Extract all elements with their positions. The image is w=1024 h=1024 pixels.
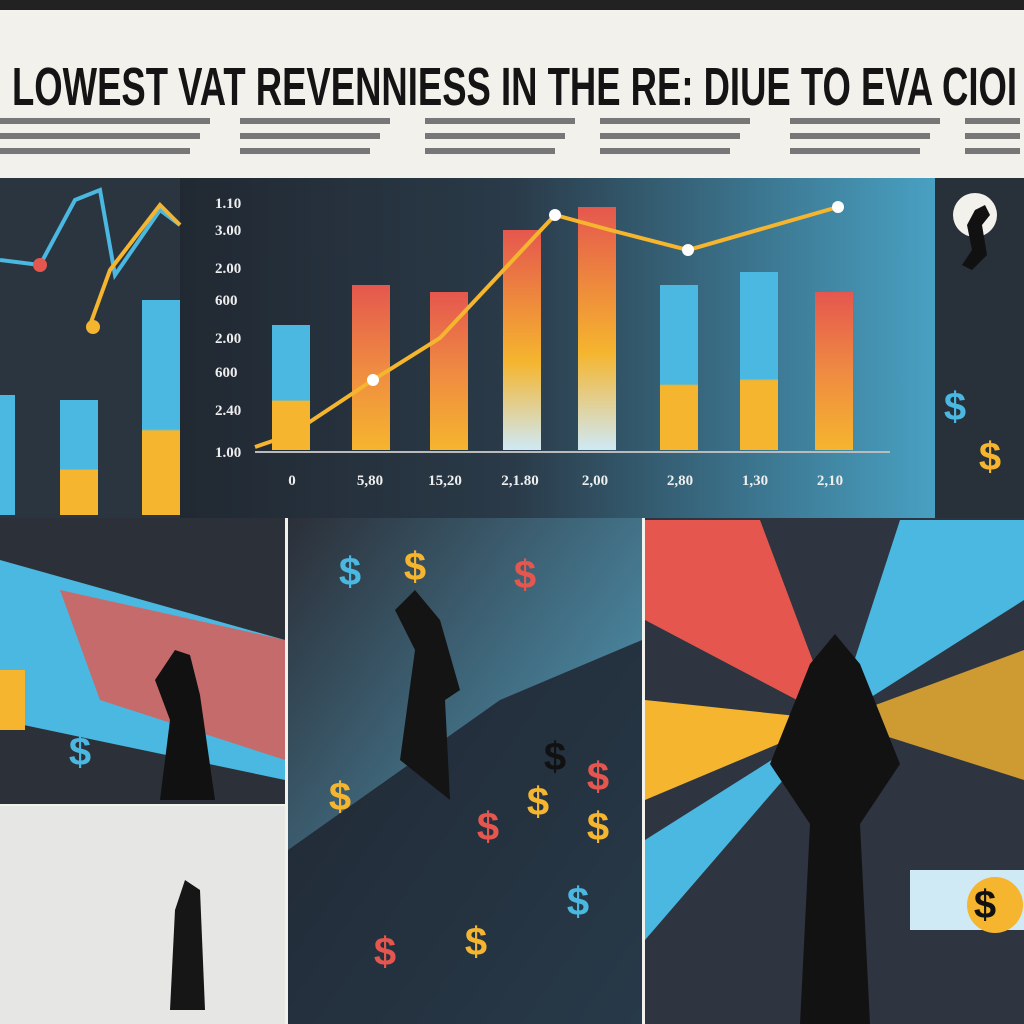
dollar-icon: $ bbox=[477, 805, 499, 849]
text-line bbox=[240, 148, 370, 154]
text-line bbox=[240, 133, 380, 139]
x-label: 1,30 bbox=[742, 473, 768, 489]
dollar-icon: $ bbox=[979, 435, 1001, 479]
text-line bbox=[600, 133, 740, 139]
points bbox=[367, 201, 844, 386]
trend-line bbox=[254, 205, 839, 449]
bar bbox=[272, 325, 310, 450]
y-label: 2.40 bbox=[215, 403, 241, 419]
side-bar bbox=[142, 300, 180, 515]
x-label: 2,10 bbox=[817, 473, 843, 489]
y-label: 600 bbox=[215, 293, 238, 309]
x-label: 5,80 bbox=[357, 473, 383, 489]
text-line bbox=[60, 118, 210, 124]
dollar-icon: $ bbox=[527, 780, 549, 824]
side-line bbox=[88, 201, 182, 326]
text-line bbox=[240, 118, 390, 124]
ray bbox=[835, 650, 1024, 780]
text-line bbox=[790, 133, 930, 139]
dot bbox=[86, 320, 100, 334]
bar bbox=[815, 292, 853, 450]
bar bbox=[430, 292, 468, 450]
dollar-icon: $ bbox=[544, 735, 566, 779]
bar bbox=[660, 285, 698, 450]
x-label: 2,00 bbox=[582, 473, 608, 489]
text-line bbox=[600, 118, 750, 124]
bars bbox=[272, 207, 853, 450]
panel-2 bbox=[0, 806, 285, 1024]
text-line bbox=[425, 148, 555, 154]
bar bbox=[578, 207, 616, 450]
dot bbox=[33, 258, 47, 272]
silhouette bbox=[770, 634, 900, 1024]
text-line bbox=[965, 148, 1020, 154]
side-bar bbox=[60, 400, 98, 515]
dollar-icon: $ bbox=[514, 553, 536, 597]
headline: LOWEST VAT REVENNIESS IN THE RE: DIUE TO… bbox=[12, 57, 1017, 117]
shadow bbox=[288, 640, 642, 1024]
bar bbox=[352, 285, 390, 450]
dollar-icon: $ bbox=[587, 755, 609, 799]
ray bbox=[835, 520, 1024, 720]
dollar-icon: $ bbox=[567, 880, 589, 924]
dollar-icon: $ bbox=[374, 930, 396, 974]
side-bar bbox=[0, 395, 15, 515]
y-label: 1.00 bbox=[215, 445, 241, 461]
silhouette bbox=[962, 205, 990, 270]
silhouette bbox=[155, 650, 215, 800]
text-line bbox=[60, 148, 190, 154]
ray bbox=[645, 520, 835, 720]
x-label: 15,20 bbox=[428, 473, 462, 489]
dollar-icon: $ bbox=[465, 920, 487, 964]
text-line bbox=[600, 148, 730, 154]
dollar-icon: $ bbox=[69, 730, 91, 774]
text-line bbox=[790, 148, 920, 154]
y-label: 2.00 bbox=[215, 331, 241, 347]
coin bbox=[967, 877, 1023, 933]
y-label: 3.00 bbox=[215, 223, 241, 239]
x-label: 0 bbox=[288, 473, 296, 489]
dollar-icon: $ bbox=[339, 550, 361, 594]
x-label: 2,1.80 bbox=[501, 473, 539, 489]
x-label: 2,80 bbox=[667, 473, 693, 489]
dollar-icon: $ bbox=[974, 883, 996, 927]
dollar-icon: $ bbox=[329, 775, 351, 819]
y-label: 2.00 bbox=[215, 261, 241, 277]
text-line bbox=[965, 118, 1020, 124]
y-label: 600 bbox=[215, 365, 238, 381]
text-line bbox=[790, 118, 940, 124]
block bbox=[0, 670, 25, 730]
bar bbox=[740, 272, 778, 450]
y-label: 1.10 bbox=[215, 196, 241, 212]
text-line bbox=[425, 133, 565, 139]
column-text bbox=[0, 118, 1020, 154]
silhouette bbox=[395, 590, 460, 800]
text-line bbox=[965, 133, 1020, 139]
top-strip bbox=[0, 0, 1024, 10]
dollar-icon: $ bbox=[587, 805, 609, 849]
silhouette bbox=[170, 880, 205, 1010]
dollar-icon: $ bbox=[944, 385, 966, 429]
dollar-icon: $ bbox=[404, 545, 426, 589]
text-line bbox=[425, 118, 575, 124]
text-line bbox=[60, 133, 200, 139]
